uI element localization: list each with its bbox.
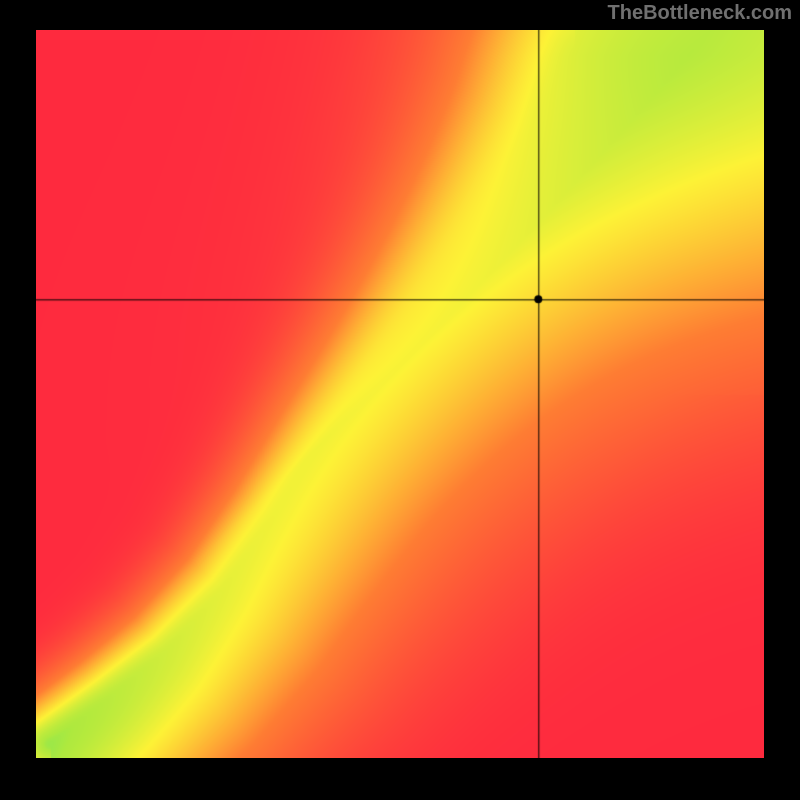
heatmap-plot	[36, 30, 764, 758]
chart-container: TheBottleneck.com	[0, 0, 800, 800]
watermark-text: TheBottleneck.com	[608, 2, 792, 25]
heatmap-canvas	[36, 30, 764, 758]
